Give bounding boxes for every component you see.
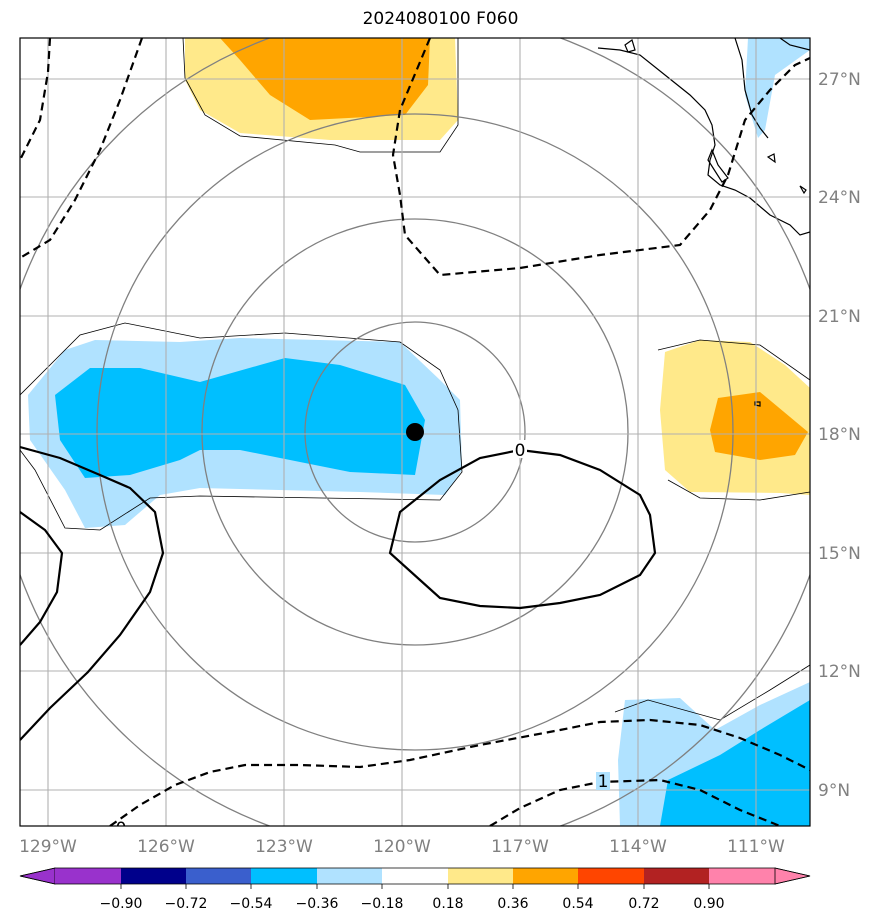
distance-rings [20,38,810,826]
colorbar-segment [578,868,644,884]
map-title: 2024080100 F060 [362,9,519,29]
colorbar-tick-label: −0.72 [165,896,208,912]
storm-center-marker [406,423,424,441]
lon-label: 114°W [609,837,667,857]
colorbar-extend-low [19,867,56,885]
lat-label: 18°N [818,425,861,445]
contour-label-group: 0 1 0 [116,440,610,839]
colorbar-tick-label: 0.72 [628,896,659,912]
colorbar-segment [644,868,709,884]
colorbar-segment [448,868,513,884]
colorbar-segment [317,868,382,884]
lat-label: 12°N [818,662,861,682]
lat-label: 27°N [818,70,861,90]
lat-label: 21°N [818,307,861,327]
contour-label-zero-lower: 0 [116,819,127,839]
colorbar-ticks [120,884,710,889]
lon-label: 120°W [373,837,431,857]
colorbar-tick-label: 0.54 [562,896,593,912]
colorbar-segment [121,868,186,884]
thin-contours [20,38,810,721]
lon-label: 126°W [137,837,195,857]
contour-label-bg [596,772,610,790]
colorbar-segment [186,868,251,884]
contour-label-one: 1 [598,772,609,792]
contour-label-zero: 0 [515,441,526,461]
solid-contours [20,445,657,741]
colorbar-extend-high [774,867,811,885]
contour-label-bg [513,440,527,458]
colorbar-tick-label: 0.18 [432,896,463,912]
colorbar: −0.90 −0.72 −0.54 −0.36 −0.18 0.18 0.36 … [19,867,811,912]
lat-axis-labels: 27°N 24°N 21°N 18°N 15°N 12°N 9°N [818,70,861,801]
colorbar-segment [251,868,317,884]
lon-label: 111°W [727,837,785,857]
colorbar-tick-label: −0.90 [100,896,143,912]
lon-label: 117°W [491,837,549,857]
colorbar-tick-label: −0.36 [296,896,339,912]
colorbar-tick-label: 0.36 [497,896,528,912]
colorbar-outline [19,867,811,885]
graticule [20,38,810,826]
colorbar-segment [709,868,775,884]
lon-axis-labels: 129°W 126°W 123°W 120°W 117°W 114°W 111°… [19,837,785,857]
colorbar-tick-label: −0.18 [361,896,404,912]
lat-label: 24°N [818,188,861,208]
dashed-contours [20,38,810,826]
colorbar-tick-label: 0.90 [693,896,724,912]
lon-label: 123°W [255,837,313,857]
lat-label: 9°N [818,781,850,801]
map-area: 0 1 0 [20,38,810,839]
colorbar-segment [513,868,578,884]
colorbar-tick-label: −0.54 [230,896,273,912]
colorbar-segment [55,868,121,884]
lat-label: 15°N [818,544,861,564]
colorbar-segment [382,868,448,884]
lon-label: 129°W [19,837,77,857]
map-frame [19,37,811,827]
